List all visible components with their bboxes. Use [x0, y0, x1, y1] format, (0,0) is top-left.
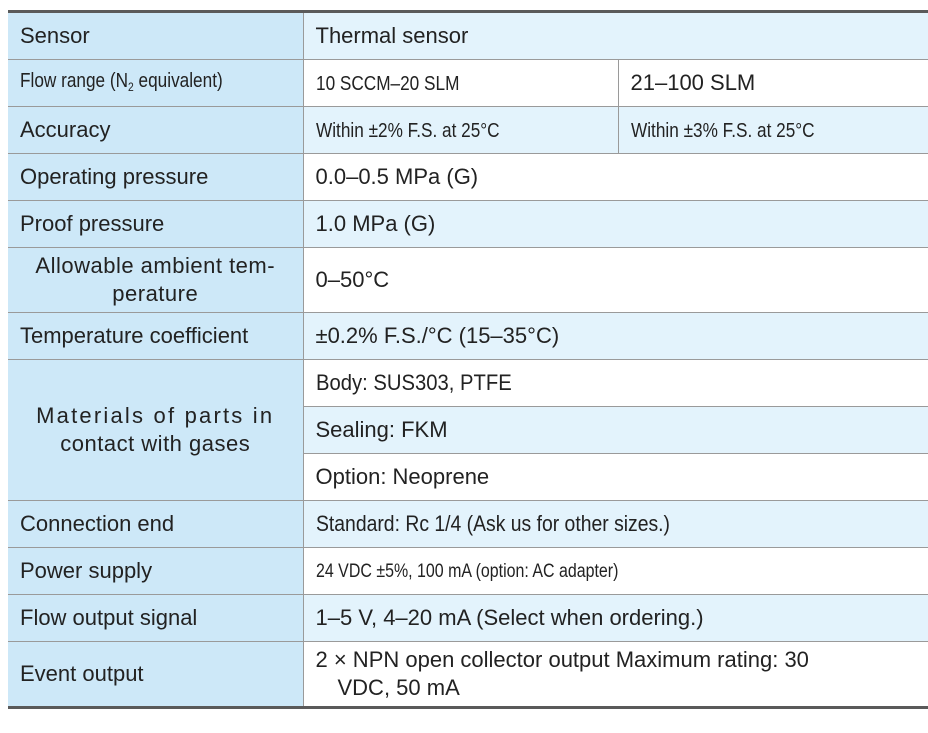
sensor-label: Sensor	[8, 10, 304, 60]
row-accuracy: Accuracy Within ±2% F.S. at 25°C Within …	[8, 106, 928, 154]
materials-body-value: Body: SUS303, PTFE	[303, 359, 928, 407]
connection-end-label: Connection end	[8, 500, 304, 548]
flow-range-value-b: 21–100 SLM	[618, 59, 928, 107]
row-connection-end: Connection end Standard: Rc 1/4 (Ask us …	[8, 500, 928, 548]
temperature-coefficient-value: ±0.2% F.S./°C (15–35°C)	[303, 312, 928, 360]
materials-option-value: Option: Neoprene	[303, 453, 928, 501]
temperature-coefficient-label: Temperature coefficient	[8, 312, 304, 360]
row-materials-body: Materials of parts in contact with gases…	[8, 359, 928, 501]
flow-output-signal-label: Flow output signal	[8, 594, 304, 642]
row-temperature-coefficient: Temperature coefficient ±0.2% F.S./°C (1…	[8, 312, 928, 360]
materials-sealing-value: Sealing: FKM	[303, 406, 928, 454]
row-materials-sealing: Sealing: FKM	[8, 406, 928, 454]
accuracy-value-b: Within ±3% F.S. at 25°C	[618, 106, 928, 154]
row-sensor: Sensor Thermal sensor	[8, 10, 928, 60]
row-power-supply: Power supply 24 VDC ±5%, 100 mA (option:…	[8, 547, 928, 595]
row-operating-pressure: Operating pressure 0.0–0.5 MPa (G)	[8, 153, 928, 201]
power-supply-value: 24 VDC ±5%, 100 mA (option: AC adapter)	[303, 547, 928, 595]
materials-label-line2: contact with gases	[60, 431, 251, 456]
flow-range-value-a: 10 SCCM–20 SLM	[303, 59, 619, 107]
accuracy-label: Accuracy	[8, 106, 304, 154]
event-output-value-line2: VDC, 50 mA	[337, 675, 460, 700]
flow-range-label: Flow range (N2 equivalent)	[8, 59, 304, 107]
ambient-temperature-label-line1: Allowable ambient tem-	[35, 253, 276, 278]
event-output-value: 2 × NPN open collector output Maximum ra…	[303, 641, 928, 709]
accuracy-value-a: Within ±2% F.S. at 25°C	[303, 106, 619, 154]
ambient-temperature-label: Allowable ambient tem- perature	[8, 247, 304, 313]
ambient-temperature-label-line2: perature	[112, 281, 199, 306]
materials-label-line1: Materials of parts in	[36, 403, 275, 428]
row-flow-output-signal: Flow output signal 1–5 V, 4–20 mA (Selec…	[8, 594, 928, 642]
event-output-label: Event output	[8, 641, 304, 709]
materials-label: Materials of parts in contact with gases	[8, 359, 304, 501]
row-ambient-temperature: Allowable ambient tem- perature 0–50°C	[8, 247, 928, 313]
event-output-value-line1: 2 × NPN open collector output Maximum ra…	[315, 647, 809, 672]
power-supply-label: Power supply	[8, 547, 304, 595]
operating-pressure-value: 0.0–0.5 MPa (G)	[303, 153, 928, 201]
proof-pressure-label: Proof pressure	[8, 200, 304, 248]
sensor-value: Thermal sensor	[303, 10, 928, 60]
proof-pressure-value: 1.0 MPa (G)	[303, 200, 928, 248]
row-materials-option: Option: Neoprene	[8, 453, 928, 501]
row-proof-pressure: Proof pressure 1.0 MPa (G)	[8, 200, 928, 248]
flow-output-signal-value: 1–5 V, 4–20 mA (Select when ordering.)	[303, 594, 928, 642]
spec-table: Sensor Thermal sensor Flow range (N2 equ…	[8, 10, 928, 709]
row-flow-range: Flow range (N2 equivalent) 10 SCCM–20 SL…	[8, 59, 928, 107]
operating-pressure-label: Operating pressure	[8, 153, 304, 201]
row-event-output: Event output 2 × NPN open collector outp…	[8, 641, 928, 709]
connection-end-value: Standard: Rc 1/4 (Ask us for other sizes…	[303, 500, 928, 548]
ambient-temperature-value: 0–50°C	[303, 247, 928, 313]
